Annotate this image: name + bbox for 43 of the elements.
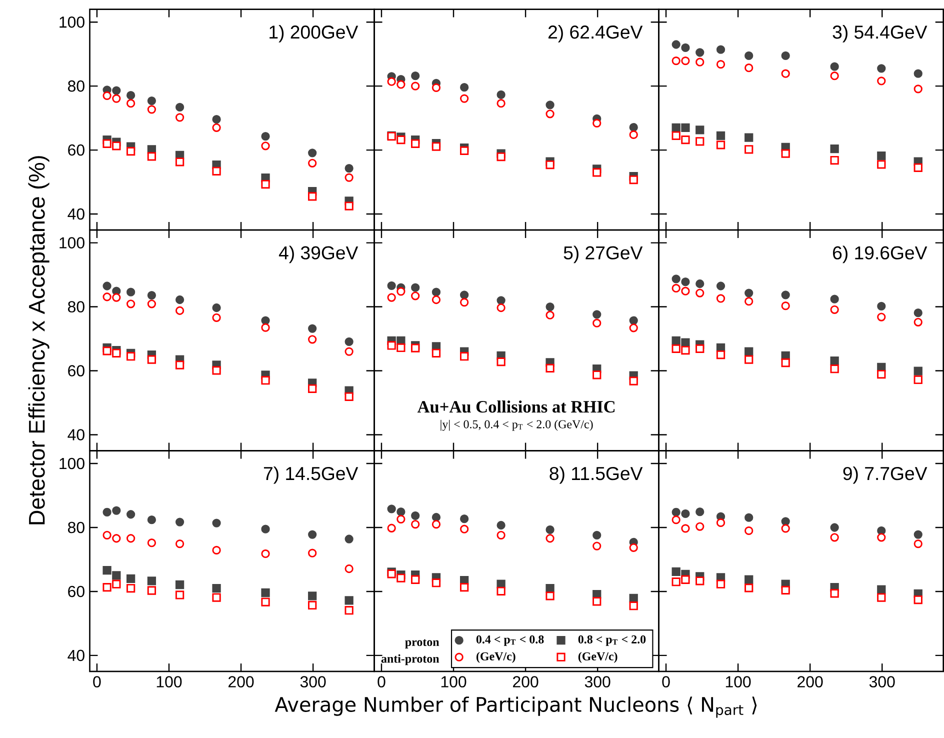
x-tick-label: 200 [513, 676, 538, 688]
x-axis-title: Average Number of Participant Nucleons ⟨ N$_{part}$ ⟩ [274, 696, 757, 718]
legend-label: (GeV/c) [578, 652, 618, 663]
annotation: Au+Au Collisions at RHIC [417, 400, 615, 413]
x-tick-label: 100 [441, 676, 466, 688]
annotation: proton [405, 639, 440, 649]
y-tick-label: 80 [68, 522, 84, 534]
y-tick-label: 60 [68, 586, 84, 598]
x-tick-label: 100 [726, 676, 751, 688]
y-tick-label: 60 [68, 365, 84, 376]
text: 9) 7.7GeV [843, 466, 928, 484]
x-tick-label: 200 [228, 676, 254, 688]
text: 2) 62.4GeV [548, 25, 643, 42]
x-tick-label: 300 [584, 676, 610, 688]
text: 3) 54.4GeV [832, 25, 928, 42]
y-tick-label: 60 [68, 144, 84, 156]
annotation: |y| < 0.5, 0.4 < p$_{T}$ < 2.0 (GeV/c) [440, 420, 593, 431]
y-tick-label: 40 [68, 429, 84, 440]
legend-label: (GeV/c) [476, 652, 516, 663]
x-tick-label: 0 [93, 676, 101, 688]
y-axis-title: Detector Efficiency x Acceptance (%) [28, 156, 50, 524]
text: 8) 11.5GeV [550, 466, 643, 484]
y-tick-label: 100 [60, 458, 84, 470]
x-tick-label: 200 [798, 676, 823, 688]
x-tick-label: 0 [662, 676, 670, 688]
y-tick-label: 100 [60, 16, 84, 28]
x-tick-label: 300 [300, 676, 326, 688]
y-tick-label: 80 [68, 80, 84, 92]
text: 4) 39GeV [278, 246, 358, 264]
y-tick-label: 100 [60, 237, 84, 248]
text: 7) 14.5GeV [264, 466, 358, 484]
legend-label: 0.8 < p$_{T}$ < 2.0 [578, 635, 646, 646]
x-tick-label: 0 [378, 676, 386, 688]
text: 6) 19.6GeV [833, 246, 928, 264]
text: 1) 200GeV [270, 25, 358, 42]
annotation: anti-proton [381, 654, 440, 666]
y-tick-label: 80 [68, 301, 84, 312]
x-tick-label: 300 [869, 676, 895, 688]
text: 5) 27GeV [564, 246, 643, 264]
y-tick-label: 40 [68, 208, 84, 220]
y-tick-label: 40 [68, 650, 84, 662]
x-tick-label: 100 [156, 676, 182, 688]
legend-label: 0.4 < p$_{T}$ < 0.8 [476, 635, 544, 646]
